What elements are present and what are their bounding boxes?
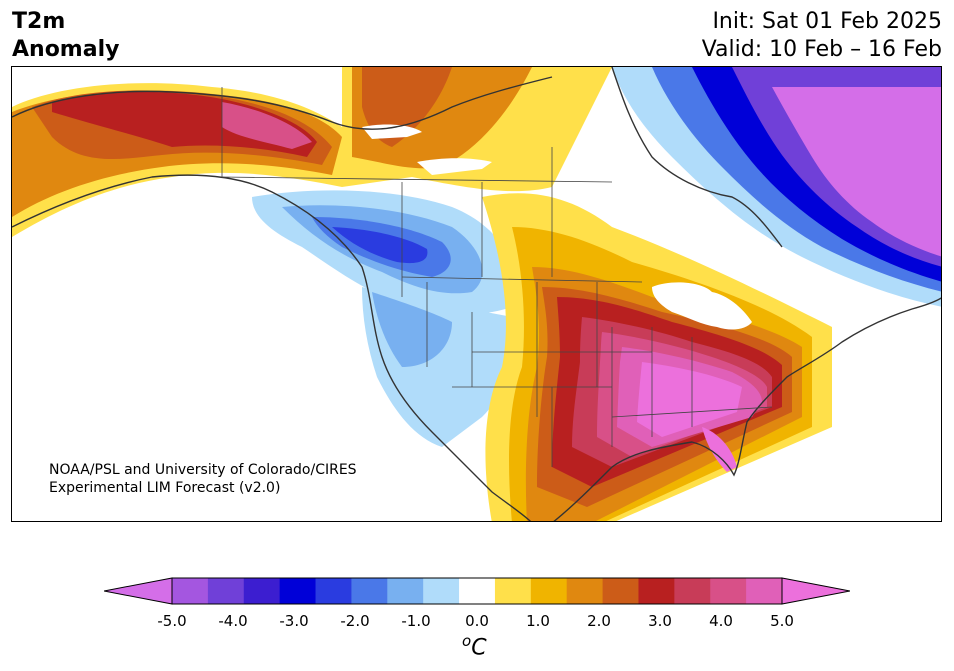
colorbar-tick-label: 4.0	[709, 612, 733, 630]
colorbar-tick-label: -4.0	[218, 612, 248, 630]
great-slave-lake	[417, 158, 492, 175]
colorbar-bin	[674, 578, 711, 604]
unit-celsius: C	[471, 635, 487, 661]
colorbar-bin	[243, 578, 281, 604]
valid-dates: Valid: 10 Feb – 16 Feb	[701, 37, 942, 62]
forecast-dates: Init: Sat 01 Feb 2025 Valid: 10 Feb – 16…	[702, 8, 942, 64]
anomaly-map: NOAA/PSL and University of Colorado/CIRE…	[11, 66, 942, 522]
colorbar-tick-label: -1.0	[401, 612, 431, 630]
init-date: Init: Sat 01 Feb 2025	[712, 9, 942, 34]
colorbar-bin	[423, 578, 460, 604]
colorbar-extend-low	[103, 577, 173, 605]
political-borders	[221, 87, 773, 467]
colorbar-tick-label: 2.0	[587, 612, 611, 630]
colorbar-tick-label: 1.0	[526, 612, 550, 630]
quebec-purple	[772, 87, 941, 257]
colorbar-bin	[566, 578, 604, 604]
colorbar-bin	[172, 578, 209, 604]
unit-degree: o	[462, 632, 472, 650]
western-us-cool-2	[372, 292, 452, 367]
colorbar-tick-label: 3.0	[648, 612, 672, 630]
credit-line-1: NOAA/PSL and University of Colorado/CIRE…	[49, 462, 357, 478]
colorbar-bin	[746, 578, 783, 604]
colorbar-bin	[279, 578, 317, 604]
credit-line-2: Experimental LIM Forecast (v2.0)	[49, 480, 281, 496]
colorbar-outline	[171, 577, 783, 605]
title-line-1: T2m	[12, 9, 66, 34]
colorbar-bin	[207, 578, 245, 604]
colorbar-bin	[351, 578, 388, 604]
credit-text: NOAA/PSL and University of Colorado/CIRE…	[49, 461, 357, 497]
colorbar-tick-label: -2.0	[340, 612, 370, 630]
colorbar-tick-label: 5.0	[770, 612, 794, 630]
western-canada-cold-4	[332, 227, 428, 264]
colorbar-tick-label: -5.0	[157, 612, 187, 630]
alaska-magenta-region	[222, 102, 312, 149]
map-canvas	[12, 67, 941, 521]
colorbar-bin	[387, 578, 424, 604]
colorbar-units: oC	[462, 632, 487, 660]
colorbar-bin	[602, 578, 639, 604]
alaska-deep-red-region	[52, 91, 317, 157]
southeast-us-violet	[637, 362, 742, 437]
colorbar-tick-label: 0.0	[465, 612, 489, 630]
colorbar-bin	[494, 578, 532, 604]
great-lakes	[652, 282, 752, 330]
colorbar	[103, 577, 851, 611]
colorbar-bin	[710, 578, 747, 604]
colorbar-extend-high	[781, 577, 851, 605]
coastlines	[12, 67, 941, 521]
colorbar-bin	[530, 578, 568, 604]
map-title: T2m Anomaly	[12, 8, 119, 64]
colorbar-graphic	[103, 577, 851, 605]
colorbar-bin	[315, 578, 352, 604]
colorbar-bin	[459, 578, 496, 604]
colorbar-bin	[638, 578, 675, 604]
colorbar-tick-label: -3.0	[279, 612, 309, 630]
title-line-2: Anomaly	[12, 37, 120, 62]
hudson-bay-lakes	[362, 124, 422, 139]
florida-warm	[702, 427, 737, 472]
